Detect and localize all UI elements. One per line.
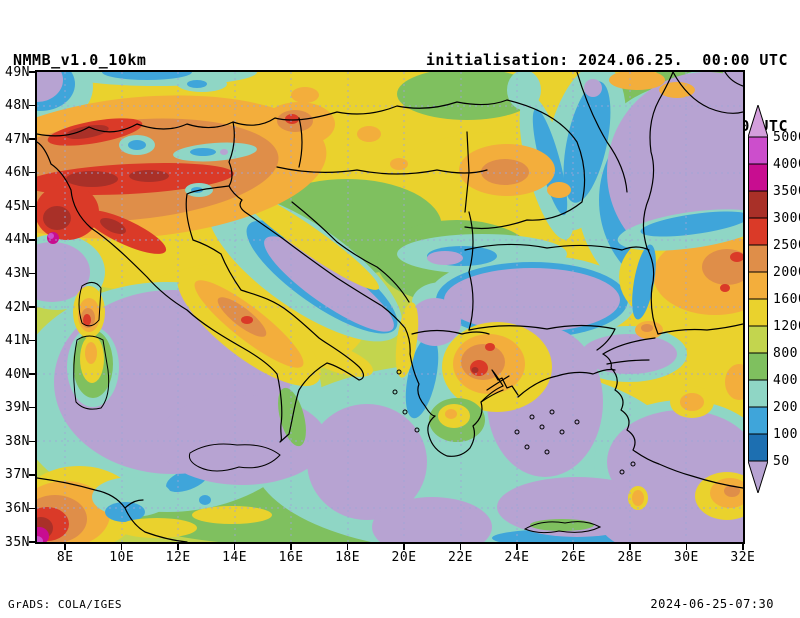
lat-tick-label: 36N [5, 500, 30, 516]
lon-tick-label: 18E [335, 550, 361, 565]
model-title: NMMB_v1.0_10km [13, 51, 147, 69]
lon-tick-label: 12E [165, 550, 191, 565]
lon-tickmark [120, 544, 123, 550]
lat-tick-label: 41N [5, 333, 30, 349]
lon-tickmark [629, 544, 631, 550]
lat-tick-label: 40N [5, 366, 30, 382]
graticule-gridlines [37, 72, 743, 542]
lon-tickmark [459, 544, 462, 550]
lat-tickmark [29, 474, 35, 476]
lon-tick-label: 14E [222, 550, 248, 565]
lon-tick-label: 16E [278, 550, 304, 565]
lat-tick-label: 47N [5, 131, 30, 147]
lon-tick-label: 24E [504, 550, 530, 565]
lon-tick-label: 22E [448, 550, 473, 565]
lat-tickmark [29, 171, 35, 174]
lon-tickmark [742, 544, 744, 550]
lat-tickmark [29, 306, 35, 308]
lon-tickmark [516, 544, 518, 550]
lat-tickmark [29, 406, 35, 409]
lat-tickmark [29, 373, 35, 375]
lat-tick-label: 48N [5, 98, 30, 114]
colorbar-level-label: 100 [773, 426, 798, 442]
lon-tickmark [290, 544, 292, 550]
cape-map [37, 72, 743, 542]
lon-tickmark [177, 544, 179, 550]
lon-tickmark [572, 544, 575, 550]
lat-tickmark [29, 272, 35, 275]
lat-tick-label: 46N [5, 165, 30, 181]
lat-tick-label: 35N [5, 534, 30, 550]
colorbar-level-label: 3500 [773, 183, 800, 199]
colorbar-level-label: 1200 [773, 318, 800, 334]
colorbar-level-label: 50 [773, 453, 790, 469]
lat-tick-label: 38N [5, 433, 30, 449]
coastline-layer [37, 72, 743, 542]
lon-tickmark [685, 544, 688, 550]
lon-tickmark [233, 544, 236, 550]
lat-tick-label: 43N [5, 265, 30, 281]
colorbar-level-label: 3000 [773, 210, 800, 226]
colorbar-level-label: 800 [773, 345, 798, 361]
lat-tick-label: 42N [5, 299, 30, 315]
lat-tickmark [29, 239, 35, 241]
colorbar [747, 103, 769, 495]
lat-tickmark [29, 339, 35, 342]
lon-tickmark [64, 544, 66, 550]
lat-tick-label: 44N [5, 232, 30, 248]
colorbar-level-label: 400 [773, 372, 798, 388]
lat-tickmark [29, 71, 35, 73]
colorbar-level-label: 5000 [773, 129, 800, 145]
lon-tick-label: 20E [391, 550, 417, 565]
colorbar-level-label: 1600 [773, 291, 800, 307]
initialisation-time: initialisation: 2024.06.25. 00:00 UTC [425, 51, 788, 69]
colorbar-scale [747, 103, 769, 495]
grads-credit: GrADS: COLA/IGES [8, 598, 122, 611]
map-plot-area [35, 70, 745, 544]
lat-tick-label: 45N [5, 198, 30, 214]
lon-tick-label: 10E [109, 550, 135, 565]
lon-tickmark [346, 544, 349, 550]
colorbar-level-label: 2000 [773, 264, 800, 280]
lat-tickmark [29, 138, 35, 140]
lat-tickmark [29, 541, 35, 543]
lon-tick-label: 26E [560, 550, 586, 565]
cape-fill-layer [37, 72, 743, 542]
lon-tickmark [403, 544, 405, 550]
lon-tick-label: 30E [673, 550, 699, 565]
lat-tickmark [29, 507, 35, 510]
lon-tick-label: 28E [617, 550, 643, 565]
lat-tickmark [29, 440, 35, 443]
lat-tickmark [29, 205, 35, 208]
colorbar-level-label: 200 [773, 399, 798, 415]
lat-tick-label: 39N [5, 400, 30, 416]
colorbar-level-label: 2500 [773, 237, 800, 253]
lat-tick-label: 37N [5, 467, 30, 483]
creation-timestamp: 2024-06-25-07:30 [650, 597, 774, 611]
colorbar-level-label: 4000 [773, 156, 800, 172]
lat-tickmark [29, 104, 35, 107]
lon-tick-label: 32E [730, 550, 756, 565]
lat-tick-label: 49N [5, 64, 30, 80]
lon-tick-label: 8E [56, 550, 74, 565]
